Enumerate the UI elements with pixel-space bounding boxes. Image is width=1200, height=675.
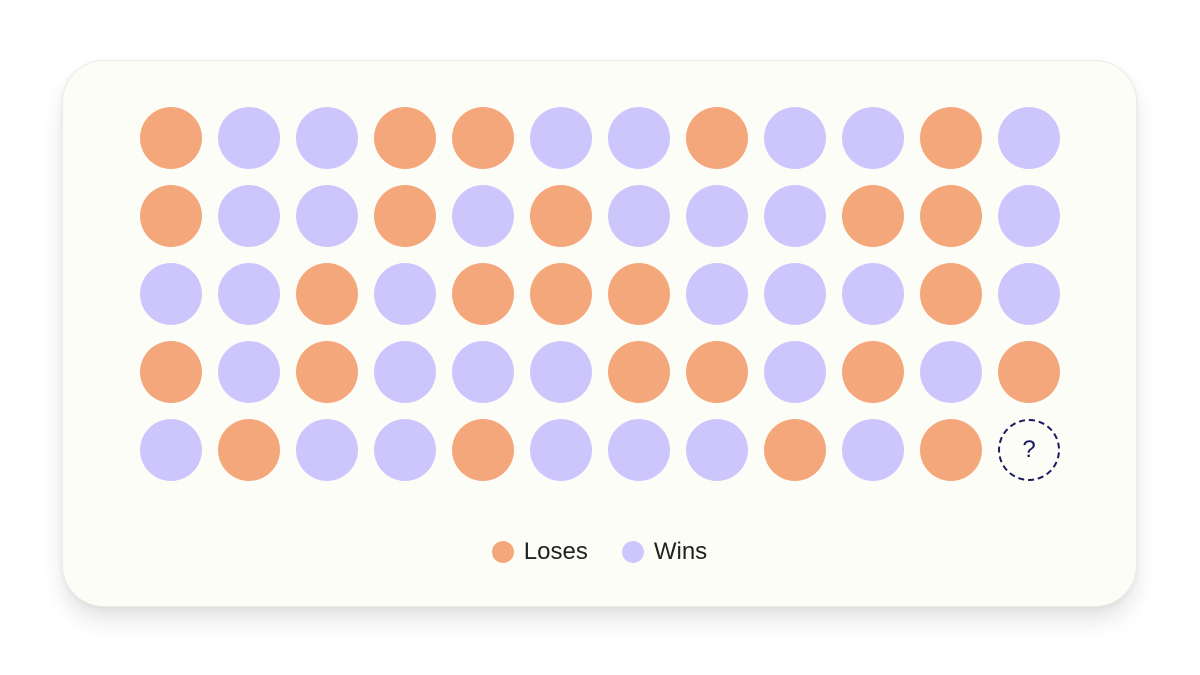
dot-win	[608, 419, 670, 481]
chart-card: ? Loses Wins	[62, 60, 1137, 607]
dot-win	[998, 185, 1060, 247]
dot-win	[842, 419, 904, 481]
dot-win	[998, 263, 1060, 325]
dot-lose	[374, 185, 436, 247]
dot-lose	[920, 263, 982, 325]
dot-grid: ?	[140, 107, 1062, 483]
dot-win	[998, 107, 1060, 169]
dot-win	[296, 185, 358, 247]
dot-win	[764, 107, 826, 169]
dot-win	[296, 107, 358, 169]
dot-win	[608, 185, 670, 247]
dot-lose	[452, 263, 514, 325]
legend-label-wins: Wins	[653, 538, 708, 565]
dot-unknown: ?	[998, 419, 1060, 481]
dot-win	[296, 419, 358, 481]
dot-win	[218, 107, 280, 169]
dot-lose	[530, 263, 592, 325]
dot-win	[764, 185, 826, 247]
dot-win	[374, 341, 436, 403]
dot-lose	[920, 107, 982, 169]
dot-lose	[998, 341, 1060, 403]
dot-win	[686, 263, 748, 325]
dot-lose	[140, 341, 202, 403]
legend-swatch-wins	[621, 541, 644, 563]
dot-win	[530, 419, 592, 481]
dot-win	[218, 263, 280, 325]
legend-swatch-loses	[491, 541, 514, 563]
dot-win	[530, 107, 592, 169]
dot-win	[452, 341, 514, 403]
dot-win	[686, 185, 748, 247]
dot-lose	[920, 185, 982, 247]
dot-lose	[764, 419, 826, 481]
legend: Loses Wins	[63, 538, 1136, 566]
dot-win	[374, 263, 436, 325]
dot-win	[764, 341, 826, 403]
dot-lose	[140, 185, 202, 247]
dot-lose	[140, 107, 202, 169]
dot-win	[218, 185, 280, 247]
dot-win	[842, 107, 904, 169]
dot-lose	[296, 341, 358, 403]
dot-lose	[296, 263, 358, 325]
dot-win	[140, 263, 202, 325]
dot-lose	[686, 341, 748, 403]
dot-lose	[452, 419, 514, 481]
dot-win	[686, 419, 748, 481]
dot-win	[374, 419, 436, 481]
legend-item-wins: Wins	[621, 538, 708, 566]
dot-win	[842, 263, 904, 325]
legend-label-loses: Loses	[523, 538, 588, 565]
dot-lose	[608, 263, 670, 325]
dot-lose	[374, 107, 436, 169]
dot-lose	[452, 107, 514, 169]
dot-lose	[842, 341, 904, 403]
dot-lose	[608, 341, 670, 403]
dot-win	[140, 419, 202, 481]
dot-lose	[920, 419, 982, 481]
dot-win	[218, 341, 280, 403]
dot-lose	[842, 185, 904, 247]
dot-win	[608, 107, 670, 169]
dot-win	[920, 341, 982, 403]
dot-win	[530, 341, 592, 403]
dot-lose	[686, 107, 748, 169]
dot-lose	[530, 185, 592, 247]
dot-win	[452, 185, 514, 247]
legend-item-loses: Loses	[491, 538, 588, 566]
dot-win	[764, 263, 826, 325]
dot-lose	[218, 419, 280, 481]
